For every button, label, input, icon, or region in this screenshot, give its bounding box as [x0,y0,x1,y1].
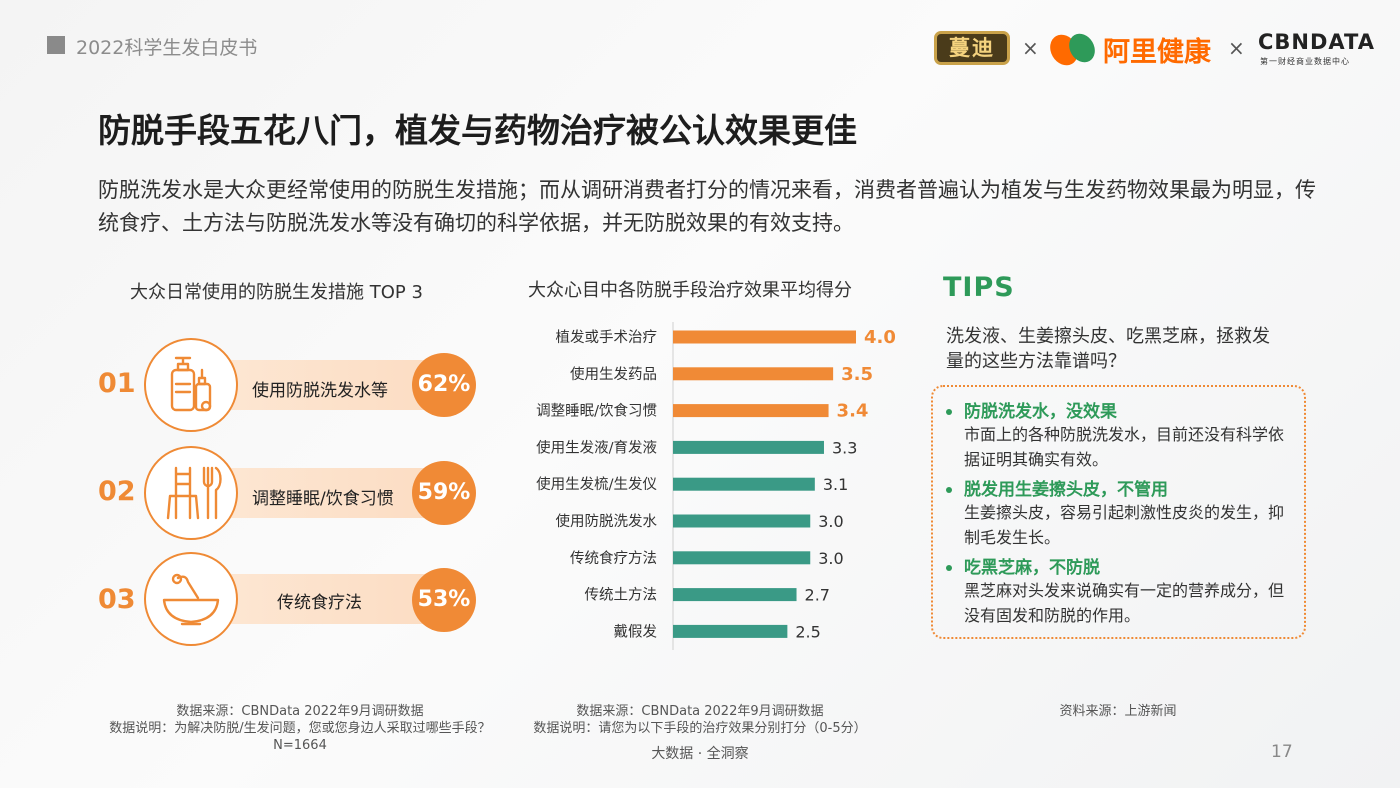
item-label: 使用防脱洗发水等 [252,381,388,401]
item-icon-circle [144,552,238,646]
footnote-sample-size: N=1664 [273,738,327,753]
bar [673,404,829,418]
bullet-icon [946,409,952,415]
alihealth-logo-icon [1050,33,1095,66]
footnote-source: 数据来源：CBNData 2022年9月调研数据 [576,704,824,719]
chart-title: 大众心目中各防脱手段治疗效果平均得分 [528,280,852,301]
tips-box [931,385,1306,639]
cbndata-logo: CBNDATA [1258,30,1375,54]
data-label: 2.7 [805,586,830,605]
tips-title: TIPS [943,272,1015,303]
left-panel-title: 大众日常使用的防脱生发措施 TOP 3 [130,282,423,303]
tips-question: 洗发液、生姜擦头皮、吃黑芝麻，拯救发量的这些方法靠谱吗？ [946,326,1270,372]
bar [673,440,824,454]
item-number: 03 [98,584,136,615]
bar [673,551,811,565]
page-number: 17 [1271,742,1293,762]
bullet-icon [946,565,952,571]
bar [673,477,815,491]
cbndata-logo-subtitle: 第一财经商业数据中心 [1260,57,1350,66]
bar [673,624,788,638]
data-label: 3.0 [818,549,843,568]
bullet-icon [946,487,952,493]
category-label: 使用生发药品 [570,366,657,383]
tip-item: 吃黑芝麻，不防脱 黑芝麻对头发来说确实有一定的营养成分，但没有固发和防脱的作用。 [946,553,1296,628]
item-number: 01 [98,368,136,399]
bar [673,588,797,602]
item-number: 02 [98,476,136,507]
category-label: 植发或手术治疗 [556,329,658,346]
item-percentage: 59% [412,461,476,525]
footnote-note: 数据说明：为解决防脱/生发问题，您或您身边人采取过哪些手段？ [109,721,491,736]
item-label: 调整睡眠/饮食习惯 [252,489,394,509]
tip-body: 生姜擦头皮，容易引起刺激性皮炎的发生，抑制毛发生长。 [964,503,1285,547]
footer-slogan: 大数据 · 全洞察 [651,746,749,762]
category-label: 使用生发梳/生发仪 [536,476,657,493]
data-label: 4.0 [864,327,896,348]
header-square-mark [47,36,65,54]
footnote-note: 数据说明：请您为以下手段的治疗效果分别打分（0-5分） [533,721,867,736]
bar [673,367,834,381]
tip-item: 脱发用生姜擦头皮，不管用 生姜擦头皮，容易引起刺激性皮炎的发生，抑制毛发生长。 [946,475,1296,550]
logo-separator: × [1022,36,1039,60]
bar [673,330,856,344]
alihealth-logo-text: 阿里健康 [1103,37,1211,68]
category-label: 使用生发液/育发液 [536,439,657,456]
tip-item: 防脱洗发水，没效果 市面上的各种防脱洗发水，目前还没有科学依据证明其确实有效。 [946,397,1296,472]
tip-heading-text: 防脱洗发水，没效果 [964,402,1117,422]
category-label: 使用防脱洗发水 [556,513,658,530]
data-label: 3.5 [841,364,873,385]
chart-footnote: 数据来源：CBNData 2022年9月调研数据 数据说明：请您为以下手段的治疗… [500,703,900,737]
chair-fork-knife-icon [166,466,222,520]
doc-title: 2022科学生发白皮书 [76,37,258,59]
tips-footnote: 资料来源：上游新闻 [1059,704,1177,719]
tip-heading-text: 吃黑芝麻，不防脱 [964,558,1100,578]
bar-chart: 植发或手术治疗 4.0 使用生发药品 3.5 调整睡眠/饮食习惯 3.4 使用生发液/育发液… [536,322,896,650]
tip-heading: 脱发用生姜擦头皮，不管用 [946,475,1296,500]
mandi-logo: 蔓迪 [934,31,1010,65]
tip-body: 黑芝麻对头发来说确实有一定的营养成分，但没有固发和防脱的作用。 [964,581,1285,625]
intro-paragraph: 防脱洗发水是大众更经常使用的防脱生发措施；而从调研消费者打分的情况来看，消费者普… [98,178,1316,235]
left-footnote: 数据来源：CBNData 2022年9月调研数据 数据说明：为解决防脱/生发问题… [100,703,500,754]
data-label: 3.4 [837,401,869,422]
logo-separator: × [1228,36,1245,60]
footnote-source: 数据来源：CBNData 2022年9月调研数据 [176,704,424,719]
data-label: 2.5 [795,622,820,641]
item-label: 传统食疗法 [277,593,362,613]
shampoo-bottles-icon [170,356,212,412]
item-icon-circle [144,338,238,432]
data-label: 3.0 [818,512,843,531]
bar [673,514,811,528]
data-label: 3.3 [832,438,857,457]
tip-heading: 吃黑芝麻，不防脱 [946,553,1296,578]
category-label: 戴假发 [614,623,658,640]
tip-body: 市面上的各种防脱洗发水，目前还没有科学依据证明其确实有效。 [964,425,1285,469]
category-label: 传统土方法 [585,587,658,604]
item-percentage: 53% [412,568,476,632]
item-percentage: 62% [412,353,476,417]
category-label: 传统食疗方法 [570,550,657,567]
tip-heading-text: 脱发用生姜擦头皮，不管用 [964,480,1168,500]
category-label: 调整睡眠/饮食习惯 [536,403,657,420]
data-label: 3.1 [823,475,848,494]
item-icon-circle [144,446,238,540]
bowl-spoon-icon [162,573,220,626]
tip-heading: 防脱洗发水，没效果 [946,397,1296,422]
page-title: 防脱手段五花八门，植发与药物治疗被公认效果更佳 [98,111,857,150]
